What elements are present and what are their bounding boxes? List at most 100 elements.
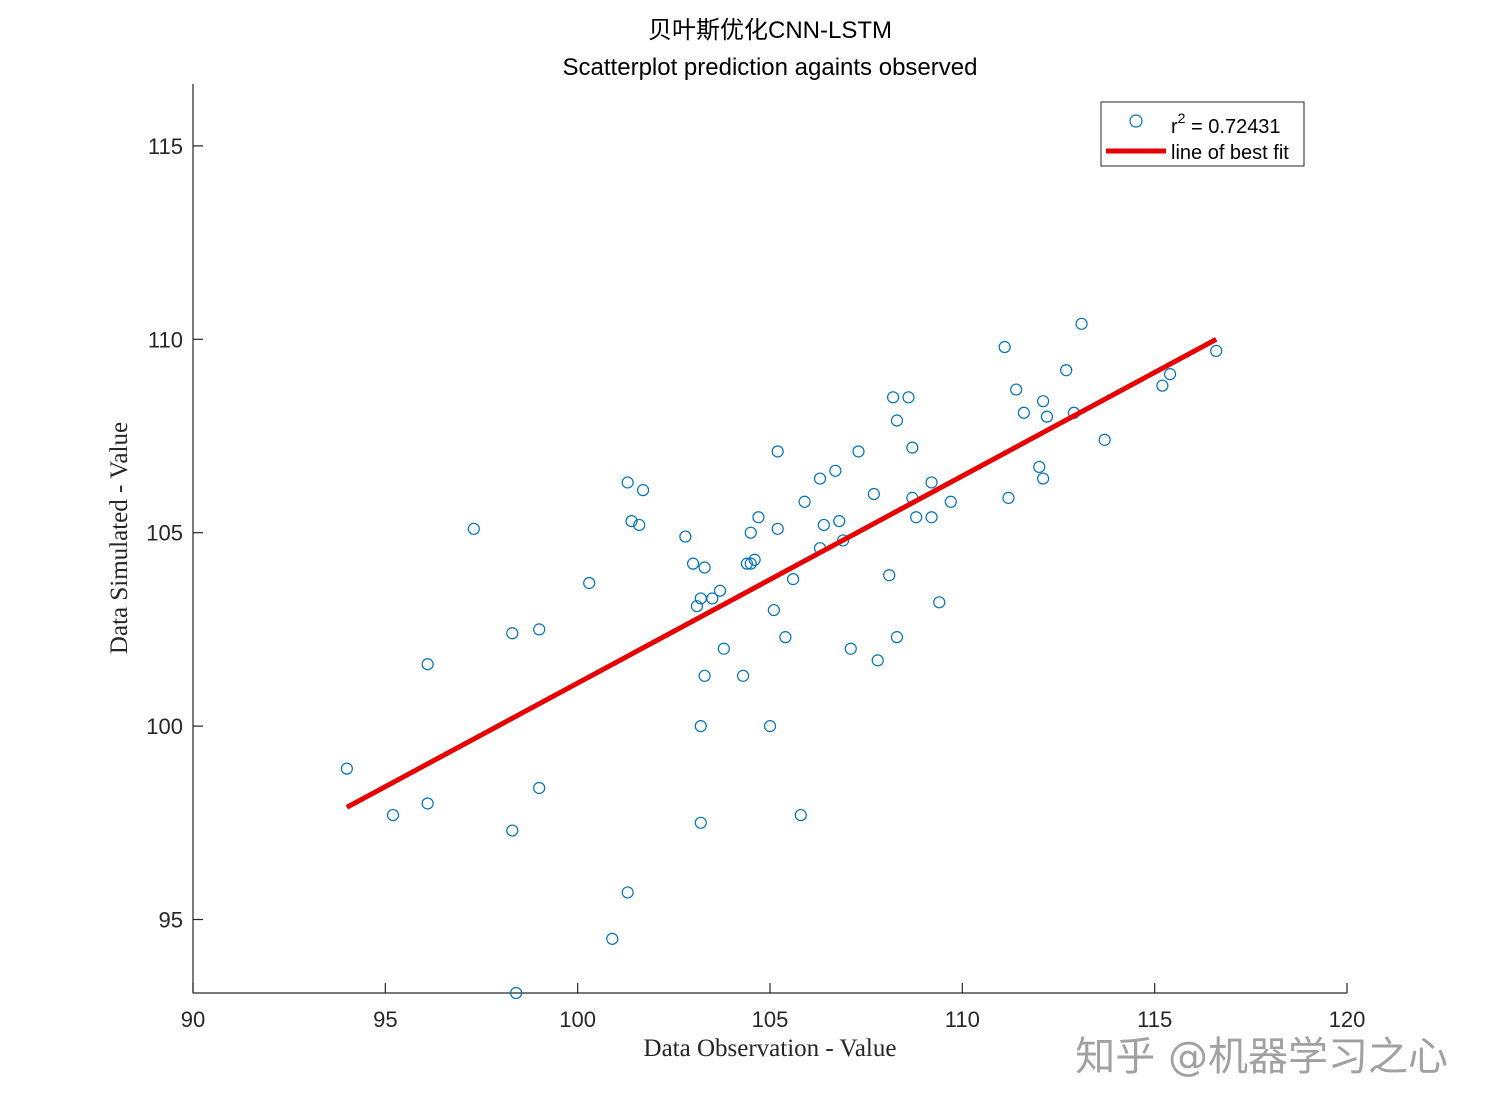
- y-ticks: 95 100 105 110 115: [146, 134, 203, 933]
- y-axis-label: Data Simulated - Value: [106, 422, 133, 654]
- scatter-point: [933, 596, 946, 609]
- scatter-point: [794, 808, 807, 822]
- scatter-points: [340, 317, 1223, 1000]
- scatter-point: [636, 484, 650, 497]
- scatter-point: [583, 576, 596, 590]
- scatter-point: [1017, 406, 1030, 419]
- y-tick-label: 100: [146, 714, 183, 739]
- scatter-point: [421, 797, 434, 810]
- scatter-point: [1033, 460, 1046, 474]
- scatter-point: [883, 569, 896, 582]
- y-tick-label: 115: [148, 134, 183, 159]
- scatter-point: [771, 445, 784, 458]
- y-tick-label: 110: [148, 327, 183, 352]
- scatter-point: [621, 886, 634, 899]
- scatter-point: [744, 557, 757, 570]
- scatter-point: [844, 642, 857, 655]
- scatter-point: [744, 526, 757, 539]
- x-ticks: 90 95 100 105 110 115 120: [181, 983, 1366, 1032]
- x-tick-label: 90: [181, 1007, 205, 1032]
- scatter-point: [852, 445, 865, 458]
- best-fit-line: [345, 337, 1218, 810]
- scatter-point: [771, 522, 784, 535]
- scatter-point: [1210, 344, 1223, 357]
- scatter-point: [748, 553, 761, 566]
- scatter-point: [890, 414, 904, 427]
- x-tick-label: 120: [1329, 1007, 1366, 1032]
- scatter-point: [829, 464, 842, 477]
- scatter-point: [606, 932, 619, 945]
- x-tick-label: 110: [945, 1007, 980, 1032]
- scatter-point: [740, 557, 754, 570]
- legend-r2-superscript: 2: [1178, 110, 1186, 126]
- x-tick-label: 105: [752, 1007, 789, 1032]
- x-axis-label: Data Observation - Value: [644, 1035, 897, 1062]
- scatter-point: [833, 514, 846, 528]
- legend-label-fit: line of best fit: [1171, 142, 1289, 164]
- scatter-point: [752, 511, 765, 524]
- scatter-point: [798, 495, 811, 508]
- scatter-point: [925, 476, 938, 489]
- legend-marker-icon: [1129, 114, 1143, 128]
- legend-label-r2: r2 = 0.72431: [1171, 110, 1281, 138]
- scatter-point: [1037, 395, 1050, 408]
- scatter-point: [625, 514, 638, 528]
- scatter-point: [1040, 410, 1054, 423]
- scatter-point: [698, 669, 711, 682]
- best-fit-line-path: [345, 337, 1218, 810]
- y-tick-label: 105: [146, 521, 183, 546]
- scatter-point: [1002, 491, 1015, 504]
- scatter-point: [1156, 379, 1169, 392]
- scatter-point: [767, 603, 780, 617]
- scatter-point: [506, 627, 519, 640]
- scatter-point: [902, 391, 915, 404]
- scatter-point: [886, 391, 900, 404]
- scatter-point: [1163, 368, 1177, 381]
- scatter-point: [717, 642, 730, 655]
- scatter-point: [533, 623, 546, 636]
- scatter-point: [386, 808, 400, 822]
- scatter-point: [633, 518, 646, 532]
- scatter-point: [694, 720, 707, 733]
- scatter-point: [817, 518, 830, 532]
- scatter-point: [813, 472, 827, 485]
- scatter-point: [998, 340, 1011, 354]
- y-tick-label: 95: [159, 908, 183, 933]
- scatter-point: [871, 654, 884, 667]
- scatter-point: [510, 986, 523, 1000]
- scatter-point: [1037, 472, 1050, 485]
- legend-box: [1100, 101, 1305, 167]
- scatter-point: [944, 495, 957, 508]
- scatter-point: [706, 592, 719, 605]
- scatter-point: [467, 522, 480, 535]
- watermark: 知乎 @机器学习之心: [1075, 1034, 1448, 1080]
- scatter-point: [694, 816, 707, 829]
- scatter-point: [910, 511, 923, 524]
- chart-title: 贝叶斯优化CNN-LSTM: [648, 17, 892, 44]
- scatter-point: [925, 511, 938, 524]
- scatter-point: [1060, 364, 1073, 377]
- x-tick-label: 95: [373, 1007, 397, 1032]
- x-tick-label: 115: [1137, 1007, 1172, 1032]
- scatter-point: [621, 476, 634, 489]
- scatter-point: [786, 573, 800, 586]
- scatter-point: [698, 561, 711, 574]
- scatter-point: [763, 720, 777, 733]
- scatter-point: [1098, 433, 1111, 446]
- chart-subtitle: Scatterplot prediction againts observed: [563, 54, 978, 81]
- scatter-point: [533, 781, 546, 795]
- scatter-point: [506, 824, 519, 837]
- scatter-point: [867, 487, 880, 501]
- axes: [192, 84, 1347, 994]
- scatter-point: [421, 658, 434, 671]
- scatter-point: [736, 669, 750, 682]
- scatter-point: [1010, 383, 1023, 396]
- x-tick-label: 100: [559, 1007, 596, 1032]
- scatter-point: [906, 441, 919, 454]
- scatter-point: [890, 631, 904, 644]
- scatter-point: [779, 631, 792, 644]
- legend: r2 = 0.72431 line of best fit: [1100, 101, 1305, 167]
- scatter-point: [1075, 317, 1088, 330]
- scatter-point: [686, 557, 700, 570]
